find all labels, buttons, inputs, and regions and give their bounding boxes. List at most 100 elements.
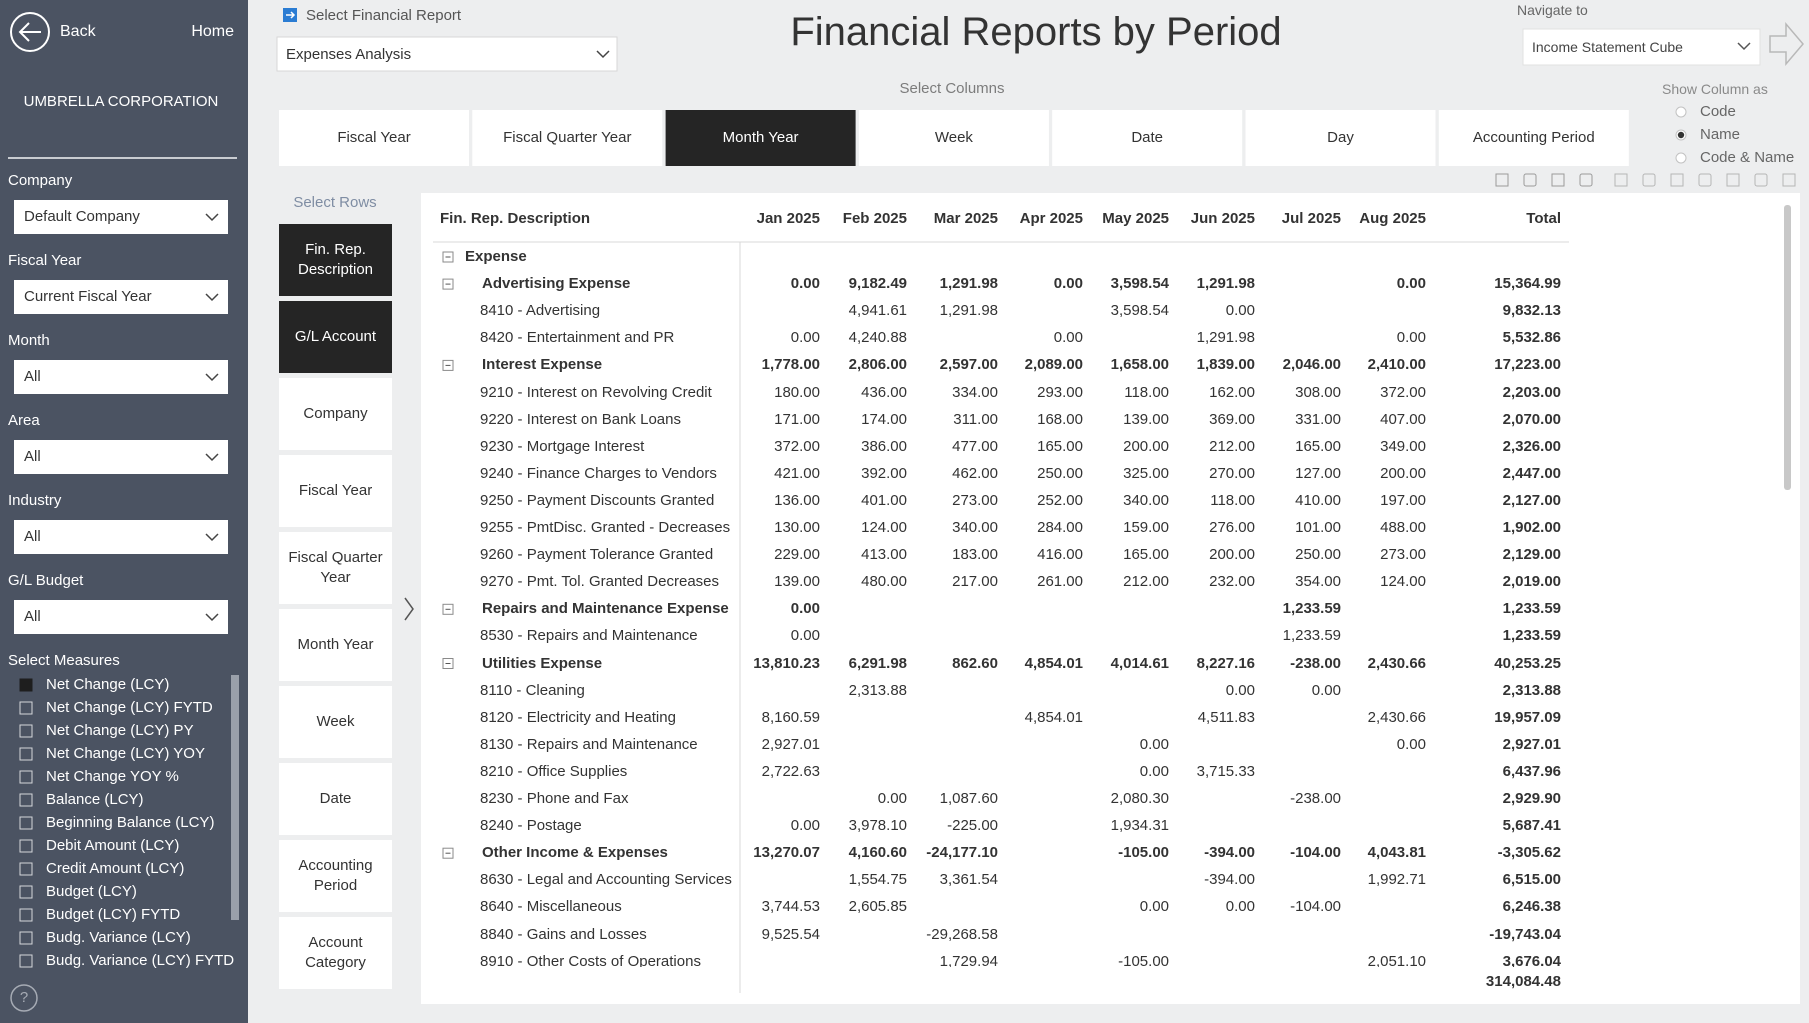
measure-checkbox[interactable] [19, 701, 33, 715]
column-tab-label[interactable]: Week [934, 129, 973, 146]
measure-option[interactable]: Credit Amount (LCY) [46, 860, 185, 877]
row-button[interactable] [279, 763, 392, 835]
filter-dropdown[interactable] [14, 360, 228, 394]
toolbar-icon[interactable] [1782, 173, 1796, 187]
toolbar-icon[interactable] [1551, 173, 1565, 187]
measure-option[interactable]: Budg. Variance (LCY) [46, 929, 191, 946]
filter-dropdown[interactable] [14, 600, 228, 634]
measure-checkbox[interactable] [19, 931, 33, 945]
radio-label[interactable]: Name [1700, 126, 1741, 143]
back-icon[interactable] [10, 12, 50, 52]
filter-value[interactable]: Default Company [24, 208, 140, 225]
row-button[interactable] [279, 224, 392, 296]
toolbar-icon[interactable] [1726, 173, 1740, 187]
row-button-label[interactable]: Fin. Rep. Description [297, 241, 374, 278]
measure-option[interactable]: Budg. Variance (LCY) FYTD [46, 952, 235, 969]
column-tab[interactable] [858, 110, 1049, 166]
report-dropdown[interactable] [276, 36, 618, 72]
row-button-label[interactable]: G/L Account [294, 328, 377, 345]
toolbar-icon[interactable] [1670, 173, 1684, 187]
radio-button[interactable] [1675, 106, 1687, 118]
filter-value[interactable]: All [24, 368, 41, 385]
help-button[interactable]: ? [19, 989, 29, 1006]
measure-option[interactable]: Balance (LCY) [46, 791, 144, 808]
radio-label[interactable]: Code [1700, 103, 1736, 120]
filter-value[interactable]: All [24, 608, 41, 625]
column-tab-label[interactable]: Date [1131, 129, 1164, 146]
column-tab[interactable] [1245, 110, 1436, 166]
column-header[interactable]: Fin. Rep. Description [440, 210, 591, 227]
toolbar-icon[interactable] [1698, 173, 1712, 187]
row-button-label[interactable]: Fiscal Year [298, 482, 373, 499]
row-button[interactable] [279, 686, 392, 758]
measure-option[interactable]: Net Change YOY % [46, 768, 179, 785]
filter-value[interactable]: All [24, 448, 41, 465]
filter-dropdown[interactable] [14, 520, 228, 554]
toolbar-icon[interactable] [1495, 173, 1509, 187]
column-tab-label[interactable]: Fiscal Quarter Year [503, 129, 632, 146]
measure-option[interactable]: Net Change (LCY) YOY [46, 745, 205, 762]
filter-dropdown[interactable] [14, 280, 228, 314]
expand-panel-icon[interactable] [404, 597, 414, 621]
measure-checkbox[interactable] [19, 724, 33, 738]
row-button-label[interactable]: Fiscal Quarter Year [288, 549, 383, 586]
column-tab-label[interactable]: Day [1327, 129, 1354, 146]
navigate-dropdown[interactable] [1522, 28, 1761, 66]
column-tab[interactable] [665, 110, 856, 166]
measure-option[interactable]: Net Change (LCY) FYTD [46, 699, 213, 716]
row-button[interactable] [279, 840, 392, 912]
filter-value[interactable]: Current Fiscal Year [24, 288, 152, 305]
row-button-label[interactable]: Week [316, 713, 355, 730]
measure-checkbox[interactable] [19, 747, 33, 761]
measure-option[interactable]: Net Change (LCY) PY [46, 722, 194, 739]
row-button-label[interactable]: Accounting Period [298, 857, 373, 894]
navigate-value[interactable]: Income Statement Cube [1532, 39, 1683, 55]
navigate-arrow[interactable] [1769, 21, 1804, 67]
column-tab[interactable] [472, 110, 663, 166]
toolbar-icon[interactable] [1579, 173, 1593, 187]
back-button[interactable]: Back [60, 23, 96, 40]
measure-checkbox[interactable] [19, 678, 33, 692]
measure-option[interactable]: Budget (LCY) [46, 883, 137, 900]
measure-option[interactable]: Beginning Balance (LCY) [46, 814, 215, 831]
toolbar-icon[interactable] [1523, 173, 1537, 187]
column-tab-label[interactable]: Fiscal Year [337, 129, 411, 146]
help-icon[interactable] [10, 984, 38, 1012]
row-button[interactable] [279, 455, 392, 527]
column-tab[interactable] [1052, 110, 1243, 166]
toolbar-icon[interactable] [1642, 173, 1656, 187]
measure-checkbox[interactable] [19, 862, 33, 876]
row-button-label[interactable]: Company [303, 405, 368, 422]
column-tab[interactable] [279, 110, 469, 166]
row-button-label[interactable]: Date [319, 790, 352, 807]
row-button[interactable] [279, 609, 392, 681]
measure-checkbox[interactable] [19, 770, 33, 784]
radio-button[interactable] [1675, 152, 1687, 164]
measure-checkbox[interactable] [19, 908, 33, 922]
column-tab[interactable] [1438, 110, 1629, 166]
row-button[interactable] [279, 378, 392, 450]
filter-dropdown[interactable] [14, 200, 228, 234]
toolbar-icon[interactable] [1754, 173, 1768, 187]
row-button[interactable] [279, 917, 392, 989]
row-button[interactable] [279, 532, 392, 604]
measure-checkbox[interactable] [19, 885, 33, 899]
row-button-label[interactable]: Month Year [297, 636, 374, 653]
measure-checkbox[interactable] [19, 954, 33, 968]
measure-checkbox[interactable] [19, 793, 33, 807]
toolbar-icon[interactable] [1614, 173, 1628, 187]
filter-value[interactable]: All [24, 528, 41, 545]
home-button[interactable]: Home [191, 23, 234, 40]
measure-checkbox[interactable] [19, 839, 33, 853]
measure-option[interactable]: Debit Amount (LCY) [46, 837, 180, 854]
row-button-label[interactable]: Account Category [305, 934, 366, 971]
column-tab-label[interactable]: Accounting Period [1472, 129, 1595, 146]
measure-checkbox[interactable] [19, 816, 33, 830]
filter-dropdown[interactable] [14, 440, 228, 474]
measure-option[interactable]: Net Change (LCY) [46, 676, 170, 693]
column-tab-label[interactable]: Month Year [722, 129, 799, 146]
radio-label[interactable]: Code & Name [1700, 149, 1795, 166]
measure-option[interactable]: Budget (LCY) FYTD [46, 906, 181, 923]
row-button[interactable] [279, 301, 392, 373]
report-value[interactable]: Expenses Analysis [286, 46, 412, 63]
